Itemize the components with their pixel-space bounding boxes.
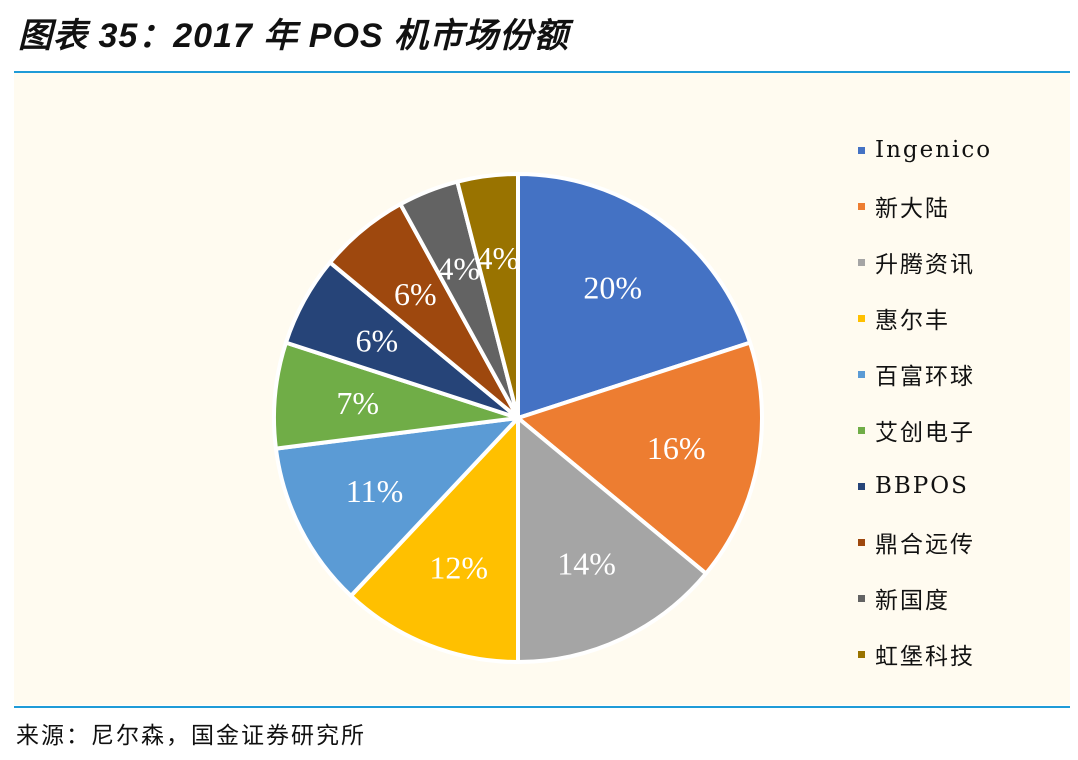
slice-data-label: 4%	[476, 240, 519, 276]
pie-slice-10	[455, 172, 520, 420]
chart-legend: Ingenico 新大陆升腾资讯惠尔丰百富环球艾创电子 BBPOS 鼎合远传新国度虹堡…	[858, 122, 992, 682]
legend-swatch	[858, 202, 865, 210]
slice-data-label: 16%	[647, 430, 706, 466]
legend-swatch	[858, 370, 865, 378]
legend-label: Ingenico	[875, 137, 993, 163]
legend-swatch	[858, 314, 865, 322]
legend-item: 惠尔丰	[858, 290, 992, 346]
legend-item: 艾创电子	[858, 402, 992, 458]
legend-label: 艾创电子	[875, 420, 975, 446]
legend-item: 鼎合远传	[858, 514, 992, 570]
legend-item: BBPOS	[858, 458, 992, 514]
legend-label: 新国度	[875, 588, 950, 614]
legend-label: 百富环球	[875, 364, 975, 390]
pie-slice-5	[273, 416, 520, 598]
legend-swatch	[858, 650, 865, 658]
slice-data-label: 20%	[583, 270, 642, 306]
legend-label: 鼎合远传	[875, 532, 975, 558]
slice-data-label: 4%	[437, 250, 480, 286]
legend-swatch	[858, 426, 865, 434]
pie-slice-2	[516, 340, 764, 576]
legend-item: 新大陆	[858, 178, 992, 234]
legend-item: 新国度	[858, 570, 992, 626]
slice-data-label: 7%	[336, 385, 379, 421]
source-divider	[14, 706, 1070, 708]
legend-swatch	[858, 594, 865, 602]
page-title: 图表 35：2017 年 POS 机市场份额	[18, 17, 570, 55]
legend-label: 升腾资讯	[875, 252, 975, 278]
legend-item: 虹堡科技	[858, 626, 992, 682]
legend-swatch	[858, 258, 865, 266]
legend-item: Ingenico	[858, 122, 992, 178]
slice-data-label: 6%	[356, 322, 399, 358]
legend-swatch	[858, 482, 865, 490]
pie-slice-1	[516, 172, 753, 420]
legend-label: 惠尔丰	[875, 308, 950, 334]
legend-item: 百富环球	[858, 346, 992, 402]
slice-data-label: 11%	[346, 473, 403, 509]
legend-label: 新大陆	[875, 196, 950, 222]
legend-item: 升腾资讯	[858, 234, 992, 290]
pie-slice-6	[272, 340, 520, 451]
source-note: 来源：尼尔森，国金证券研究所	[16, 723, 366, 749]
slice-data-label: 14%	[557, 546, 616, 582]
legend-label: 虹堡科技	[875, 644, 975, 670]
pie-slice-3	[516, 416, 709, 664]
title-divider	[14, 71, 1070, 73]
legend-label: BBPOS	[875, 473, 969, 499]
slice-data-label: 6%	[394, 276, 437, 312]
slice-data-label: 12%	[429, 550, 488, 586]
pie-slice-4	[348, 416, 520, 664]
legend-swatch	[858, 538, 865, 546]
legend-swatch	[858, 146, 865, 154]
